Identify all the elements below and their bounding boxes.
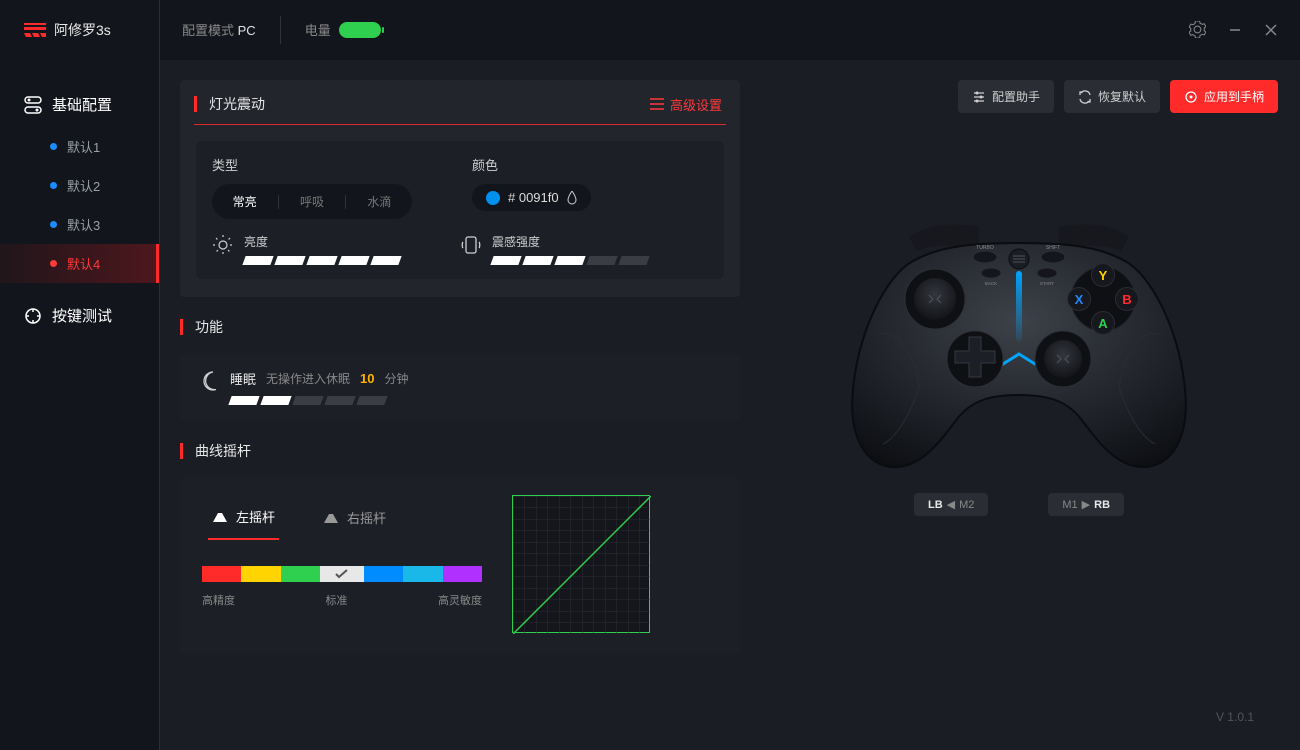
- rb-label-sensitive: 高灵敏度: [438, 592, 482, 608]
- svg-text:TURBO: TURBO: [976, 245, 994, 251]
- nav-section-basic[interactable]: 基础配置: [0, 82, 159, 127]
- brightness-label: 亮度: [244, 233, 400, 250]
- sidebar-item-profile-2[interactable]: 默认2: [0, 166, 159, 205]
- config-icon: [24, 96, 42, 114]
- sidebar-item-profile-3[interactable]: 默认3: [0, 205, 159, 244]
- svg-text:Y: Y: [1099, 268, 1108, 283]
- sidebar-item-profile-4[interactable]: 默认4: [0, 244, 159, 283]
- type-opt-steady[interactable]: 常亮: [225, 189, 265, 214]
- advanced-settings-link[interactable]: 高级设置: [650, 95, 722, 114]
- joystick-left-icon: [212, 511, 228, 523]
- svg-text:START: START: [1040, 281, 1055, 286]
- type-opt-drop[interactable]: 水滴: [359, 189, 399, 214]
- shoulder-label-left: LB◀M2: [914, 493, 988, 516]
- eyedropper-icon: [567, 191, 577, 205]
- logo: 阿修罗3s: [0, 0, 159, 60]
- menu-icon: [650, 98, 664, 110]
- sleep-desc: 无操作进入休眠: [266, 370, 350, 387]
- light-type-segment[interactable]: 常亮 呼吸 水滴: [212, 184, 412, 219]
- panel-light-vibration: 灯光震动 高级设置 类型: [180, 80, 740, 297]
- tab-left-stick[interactable]: 左摇杆: [208, 497, 279, 540]
- svg-text:X: X: [1075, 292, 1084, 307]
- svg-text:A: A: [1098, 316, 1108, 331]
- panel-title-light: 灯光震动: [209, 94, 265, 114]
- svg-text:BACK: BACK: [985, 281, 997, 286]
- type-label: 类型: [212, 155, 412, 174]
- sleep-bar[interactable]: [230, 396, 409, 405]
- panel-title-func: 功能: [195, 317, 223, 337]
- close-icon[interactable]: [1264, 23, 1278, 37]
- battery-icon: [339, 22, 381, 38]
- color-swatch: [486, 191, 500, 205]
- rb-label-standard: 标准: [326, 592, 348, 608]
- brightness-bar[interactable]: [244, 256, 400, 265]
- sleep-value: 10: [360, 371, 374, 386]
- minimize-icon[interactable]: [1228, 23, 1242, 37]
- color-picker[interactable]: # 0091f0: [472, 184, 591, 211]
- curve-graph: [512, 495, 650, 633]
- sidebar-item-profile-1[interactable]: 默认1: [0, 127, 159, 166]
- apply-icon: [1184, 90, 1198, 104]
- moon-icon: [198, 370, 220, 392]
- app-name: 阿修罗3s: [54, 20, 111, 40]
- controller-illustration: TURBO SHIFT BACK START Y X: [839, 219, 1199, 479]
- tab-right-stick[interactable]: 右摇杆: [319, 497, 390, 540]
- svg-text:SHIFT: SHIFT: [1046, 245, 1060, 251]
- target-icon: [24, 307, 42, 325]
- sliders-icon: [972, 90, 986, 104]
- vibration-bar[interactable]: [492, 256, 648, 265]
- vibration-icon: [460, 234, 482, 256]
- sensitivity-rainbow[interactable]: [202, 566, 482, 582]
- brightness-icon: [212, 234, 234, 256]
- joystick-right-icon: [323, 512, 339, 524]
- battery-indicator: 电量: [305, 20, 381, 39]
- apply-button[interactable]: 应用到手柄: [1170, 80, 1278, 113]
- mode-label: 配置模式 PC: [182, 20, 256, 39]
- settings-icon[interactable]: [1189, 21, 1206, 38]
- color-label: 颜色: [472, 155, 591, 174]
- rb-label-precision: 高精度: [202, 592, 235, 608]
- panel-title-curve: 曲线摇杆: [195, 441, 251, 461]
- color-hex: # 0091f0: [508, 190, 559, 205]
- type-opt-breath[interactable]: 呼吸: [292, 189, 332, 214]
- shoulder-label-right: M1▶RB: [1048, 493, 1124, 516]
- vibration-label: 震感强度: [492, 233, 648, 250]
- brand-logo-icon: [24, 23, 46, 37]
- restore-icon: [1078, 90, 1092, 104]
- svg-text:B: B: [1122, 292, 1131, 307]
- assistant-button[interactable]: 配置助手: [958, 80, 1054, 113]
- sleep-label: 睡眠: [230, 369, 256, 388]
- version-label: V 1.0.1: [1216, 710, 1254, 724]
- nav-section-keytest[interactable]: 按键测试: [0, 293, 159, 338]
- sleep-unit: 分钟: [385, 370, 409, 387]
- restore-button[interactable]: 恢复默认: [1064, 80, 1160, 113]
